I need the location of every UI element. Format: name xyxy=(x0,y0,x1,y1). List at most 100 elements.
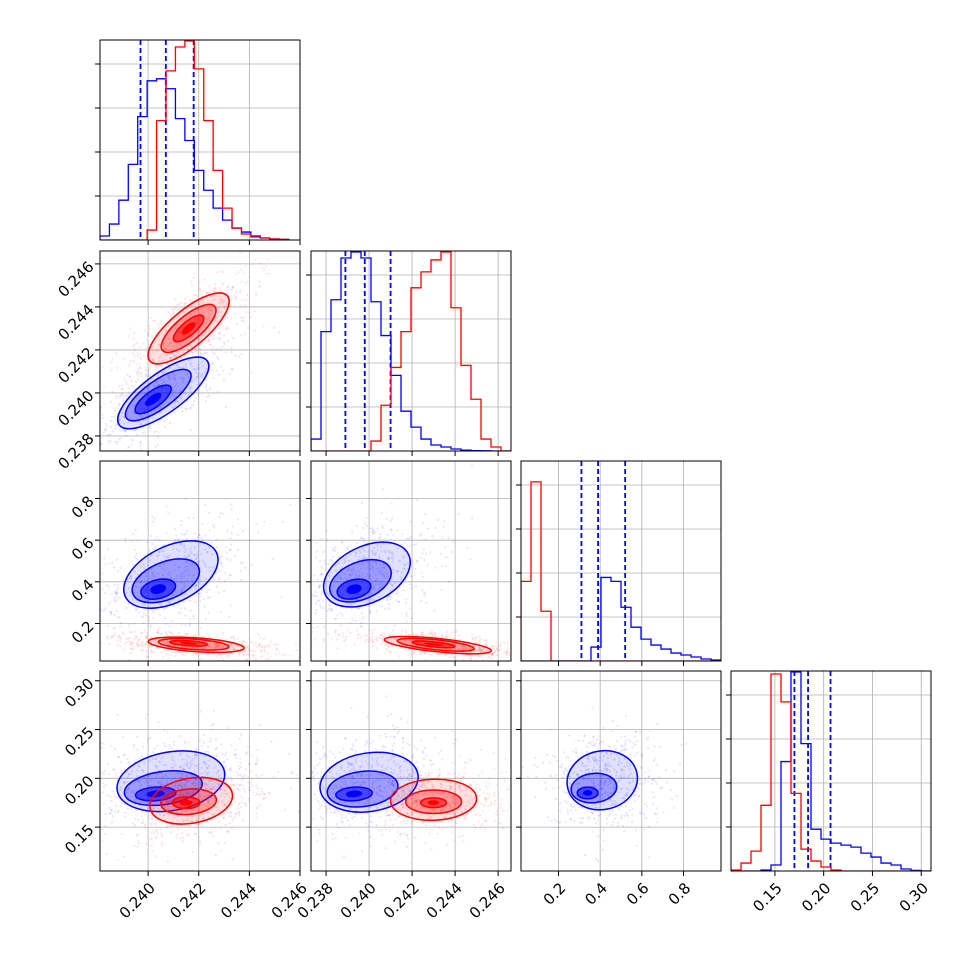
scatter-point xyxy=(144,826,147,829)
scatter-point xyxy=(179,576,182,579)
scatter-point xyxy=(117,859,120,862)
scatter-point xyxy=(176,556,179,559)
scatter-point xyxy=(145,636,148,640)
scatter-point xyxy=(193,553,196,557)
scatter-point xyxy=(332,752,335,755)
scatter-point xyxy=(103,769,106,772)
scatter-point xyxy=(155,631,158,634)
scatter-point xyxy=(199,595,202,598)
scatter-point xyxy=(397,600,400,603)
scatter-point xyxy=(260,650,263,653)
scatter-point xyxy=(339,576,342,579)
scatter-point xyxy=(372,529,375,532)
scatter-point xyxy=(440,536,443,539)
scatter-point xyxy=(401,533,404,536)
scatter-point xyxy=(230,644,233,647)
scatter-point xyxy=(205,291,208,294)
scatter-point xyxy=(191,345,194,348)
scatter-point xyxy=(136,642,139,645)
scatter-point xyxy=(369,577,372,580)
scatter-point xyxy=(221,555,224,558)
scatter-point xyxy=(202,560,205,564)
scatter-point xyxy=(190,305,193,308)
scatter-point xyxy=(231,652,234,655)
scatter-point xyxy=(194,770,197,773)
scatter-point xyxy=(126,421,130,424)
scatter-point xyxy=(182,358,186,361)
scatter-point xyxy=(418,799,421,803)
scatter-point xyxy=(115,397,118,400)
scatter-point xyxy=(151,417,155,420)
scatter-point xyxy=(68,679,70,681)
scatter-point xyxy=(152,359,155,362)
scatter-point xyxy=(229,503,232,506)
scatter-point xyxy=(172,312,175,315)
scatter-point xyxy=(459,648,462,651)
scatter-point xyxy=(313,595,316,598)
scatter-point xyxy=(164,805,167,808)
scatter-point xyxy=(250,778,253,781)
scatter-point xyxy=(380,605,383,608)
scatter-point xyxy=(129,327,132,330)
scatter-point xyxy=(134,798,138,801)
scatter-point xyxy=(351,774,354,777)
scatter-point xyxy=(203,782,206,785)
scatter-point xyxy=(125,788,128,791)
scatter-point xyxy=(371,566,374,569)
scatter-point xyxy=(78,471,80,473)
scatter-point xyxy=(71,775,73,777)
scatter-point xyxy=(133,348,136,351)
scatter-point xyxy=(203,741,206,745)
scatter-point xyxy=(384,820,387,823)
scatter-point xyxy=(211,362,214,365)
scatter-point xyxy=(478,635,481,638)
scatter-point xyxy=(275,648,278,652)
scatter-point xyxy=(221,282,224,285)
scatter-point xyxy=(462,648,465,651)
scatter-point xyxy=(137,421,141,424)
scatter-point xyxy=(250,784,254,787)
scatter-point xyxy=(119,797,122,800)
scatter-point xyxy=(131,641,134,644)
scatter-point xyxy=(176,650,179,653)
scatter-point xyxy=(115,558,119,561)
scatter-point xyxy=(176,385,179,388)
scatter-point xyxy=(369,600,372,603)
scatter-point xyxy=(180,523,183,527)
scatter-point xyxy=(364,640,367,643)
scatter-point xyxy=(450,550,453,554)
scatter-point xyxy=(184,407,187,411)
scatter-point xyxy=(339,577,343,580)
scatter-point xyxy=(180,809,183,813)
scatter-point xyxy=(112,627,115,630)
scatter-point xyxy=(386,598,389,602)
scatter-point xyxy=(103,832,106,835)
scatter-point xyxy=(173,776,176,780)
scatter-point xyxy=(458,647,461,650)
scatter-point xyxy=(389,589,392,592)
scatter-point xyxy=(378,794,381,797)
scatter-point xyxy=(115,352,118,355)
scatter-point xyxy=(206,767,209,770)
scatter-point xyxy=(153,548,156,551)
scatter-point xyxy=(207,588,210,592)
scatter-point xyxy=(164,329,168,332)
scatter-point xyxy=(171,395,174,398)
scatter-point xyxy=(165,358,168,361)
scatter-point xyxy=(381,573,384,576)
scatter-point xyxy=(425,754,428,757)
scatter-point xyxy=(189,563,192,566)
scatter-point xyxy=(399,769,402,773)
scatter-point xyxy=(434,526,437,530)
scatter-point xyxy=(195,557,198,560)
scatter-point xyxy=(204,534,207,537)
scatter-point xyxy=(256,759,259,762)
scatter-point xyxy=(100,746,103,750)
scatter-point xyxy=(246,658,249,661)
scatter-point xyxy=(196,366,200,369)
scatter-point xyxy=(95,425,97,427)
blue-density-peak xyxy=(150,584,167,595)
scatter-point xyxy=(482,650,486,654)
scatter-point xyxy=(492,651,495,654)
scatter-point xyxy=(186,792,189,795)
